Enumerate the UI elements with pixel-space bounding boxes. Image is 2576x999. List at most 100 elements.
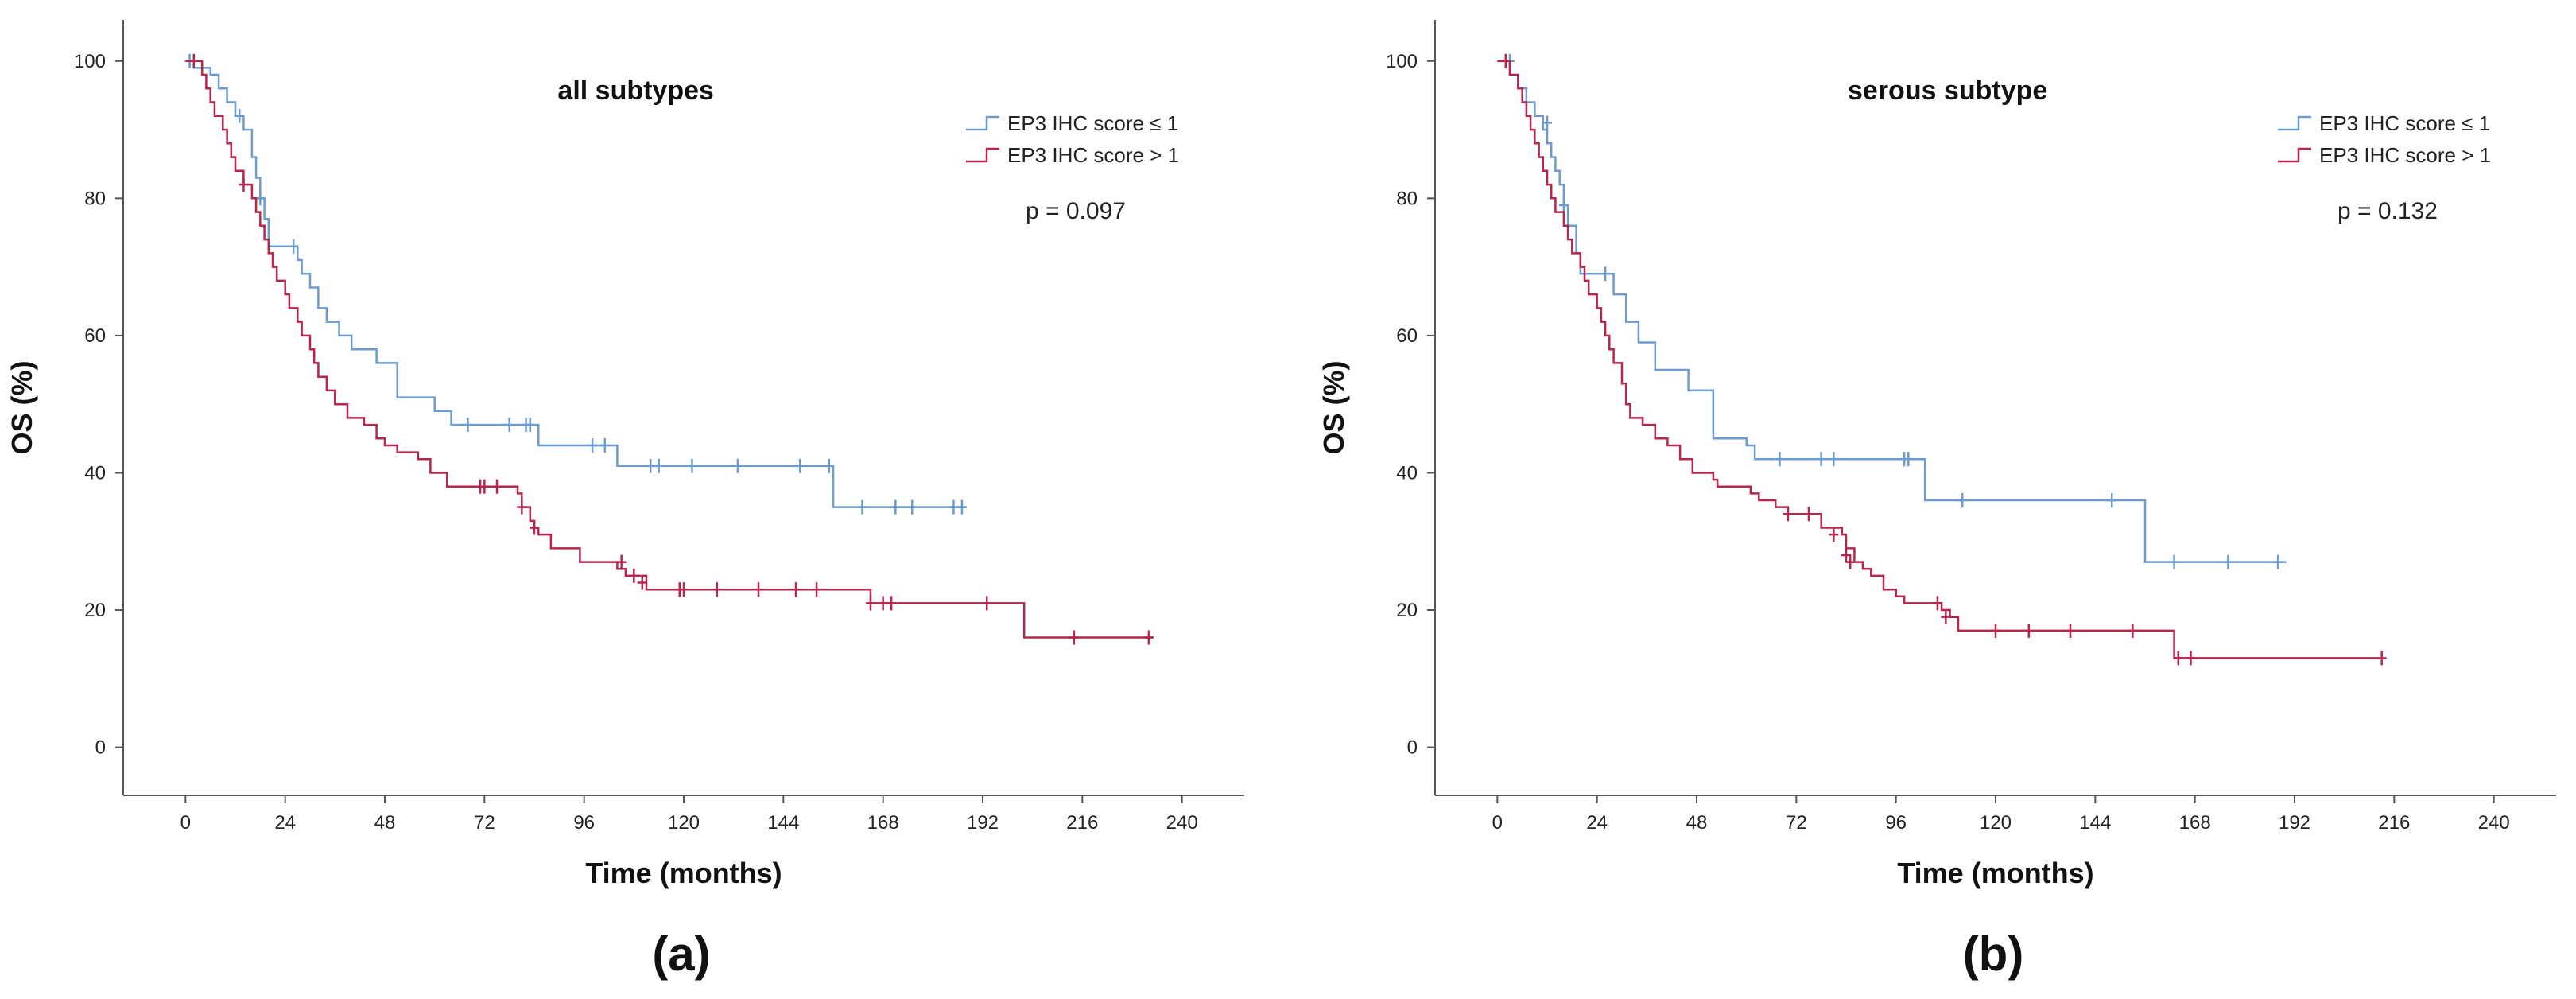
chart-panel-a: 0 20 40 60 80 100 0 24 48 72 96 120 144 168 192 216 240 T… xyxy=(6,20,1244,981)
censor-mark xyxy=(463,418,473,433)
legend-item-high: EP3 IHC score > 1 xyxy=(966,143,1179,167)
y-axis-title: OS (%) xyxy=(6,360,38,454)
censor-mark xyxy=(878,596,888,611)
legend-label: EP3 IHC score > 1 xyxy=(1007,143,1179,167)
y-tick-label: 40 xyxy=(1396,462,1418,484)
y-tick-label: 20 xyxy=(1396,600,1418,621)
censor-mark xyxy=(2376,651,2387,666)
censor-mark xyxy=(530,520,539,535)
censor-mark xyxy=(2173,651,2183,666)
panel-label: (b) xyxy=(1963,927,2024,981)
legend-swatch xyxy=(2278,115,2311,131)
censor-mark xyxy=(732,458,743,473)
censor-mark xyxy=(1941,609,1951,624)
censor-mark xyxy=(791,582,801,597)
y-axis-title: OS (%) xyxy=(1317,360,1350,454)
x-tick-label: 24 xyxy=(274,812,296,834)
chart-panel-b: 0 20 40 60 80 100 0 24 48 72 96 120 144 168 192 216 240 T… xyxy=(1317,20,2556,981)
x-tick-label: 0 xyxy=(1492,812,1503,834)
censor-mark xyxy=(824,458,834,473)
censor-mark xyxy=(1600,266,1611,282)
y-tick-label: 0 xyxy=(1407,737,1418,759)
censor-mark xyxy=(1775,452,1785,467)
x-tick-label: 192 xyxy=(2279,812,2310,834)
legend-swatch xyxy=(966,115,999,131)
x-tick-label: 120 xyxy=(1980,812,2012,834)
x-axis-title: Time (months) xyxy=(1897,857,2093,889)
y-tick-label: 0 xyxy=(95,737,106,759)
legend-item-low: EP3 IHC score ≤ 1 xyxy=(2278,111,2490,135)
censor-mark xyxy=(2169,554,2179,569)
x-tick-label: 168 xyxy=(867,812,899,834)
p-value: p = 0.097 xyxy=(1026,198,1126,224)
series-line-high xyxy=(185,60,1154,639)
legend-label: EP3 IHC score ≤ 1 xyxy=(2319,111,2490,135)
censor-mark xyxy=(1845,554,1856,569)
censor-mark xyxy=(2273,554,2283,569)
censor-mark xyxy=(812,582,822,597)
censor-mark xyxy=(2186,651,2196,666)
censor-mark xyxy=(857,500,867,515)
censor-mark xyxy=(687,458,697,473)
series-line-high xyxy=(1497,60,2378,659)
censor-mark xyxy=(504,418,514,433)
y-tick-label: 100 xyxy=(1386,51,1418,72)
legend-item-high: EP3 IHC score > 1 xyxy=(2278,143,2491,167)
censor-mark xyxy=(629,568,639,583)
censor-mark xyxy=(907,500,918,515)
censor-mark xyxy=(1991,623,2000,638)
x-tick-label: 144 xyxy=(767,812,799,834)
chart-title: all subtypes xyxy=(557,76,714,106)
censor-mark xyxy=(479,479,490,494)
x-axis-title: Time (months) xyxy=(585,857,782,889)
censor-mark xyxy=(1143,630,1154,645)
x-tick-label: 192 xyxy=(967,812,999,834)
x-tick-label: 24 xyxy=(1586,812,1608,834)
x-tick-label: 120 xyxy=(668,812,700,834)
censor-mark xyxy=(2107,492,2117,507)
censor-mark xyxy=(982,596,992,611)
censor-mark xyxy=(1932,596,1942,611)
censor-mark xyxy=(525,418,535,433)
censor-mark xyxy=(712,582,722,597)
y-tick-label: 80 xyxy=(84,188,106,209)
censor-mark xyxy=(289,239,299,254)
x-tick-label: 72 xyxy=(1786,812,1807,834)
series-line-low xyxy=(185,60,967,508)
y-tick-label: 60 xyxy=(84,325,106,347)
y-tick-label: 20 xyxy=(84,600,106,621)
censor-mark xyxy=(1804,507,1814,522)
x-tick-label: 96 xyxy=(573,812,595,834)
chart-title: serous subtype xyxy=(1848,76,2047,106)
censor-mark xyxy=(646,458,656,473)
x-tick-label: 216 xyxy=(2378,812,2410,834)
y-tick-label: 100 xyxy=(74,51,106,72)
censor-mark xyxy=(599,437,610,453)
censor-mark xyxy=(654,458,664,473)
censor-mark xyxy=(517,500,527,515)
legend-label: EP3 IHC score > 1 xyxy=(2319,143,2491,167)
x-tick-label: 240 xyxy=(1166,812,1198,834)
panel-label: (a) xyxy=(652,927,710,981)
y-tick-label: 40 xyxy=(84,462,106,484)
x-tick-label: 240 xyxy=(2478,812,2510,834)
x-tick-label: 168 xyxy=(2179,812,2211,834)
y-tick-label: 80 xyxy=(1396,188,1418,209)
censor-mark xyxy=(795,458,805,473)
x-tick-label: 0 xyxy=(180,812,191,834)
censor-mark xyxy=(188,53,199,68)
x-tick-label: 72 xyxy=(474,812,495,834)
censor-mark xyxy=(235,108,245,123)
x-tick-label: 96 xyxy=(1885,812,1907,834)
censor-mark xyxy=(1829,452,1839,467)
censor-mark xyxy=(890,500,901,515)
legend-swatch xyxy=(966,147,999,163)
censor-mark xyxy=(1500,53,1511,68)
p-value: p = 0.132 xyxy=(2337,198,2438,224)
x-tick-label: 144 xyxy=(2079,812,2111,834)
censor-mark xyxy=(1957,492,1968,507)
censor-mark xyxy=(637,575,647,590)
censor-mark xyxy=(492,479,502,494)
censor-mark xyxy=(2128,623,2138,638)
